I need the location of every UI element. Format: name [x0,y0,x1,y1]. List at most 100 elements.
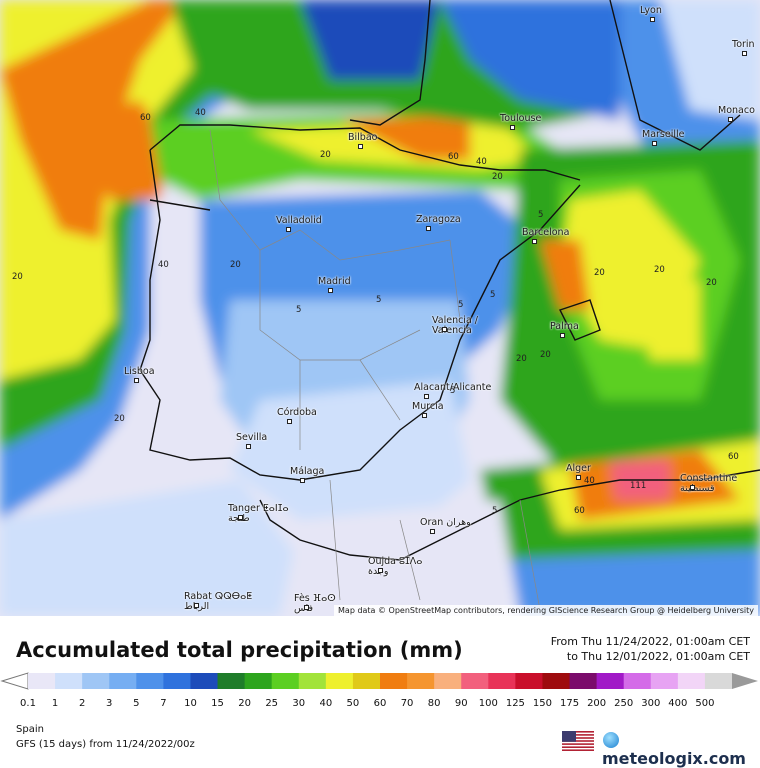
contour-label: 20 [654,265,665,275]
contour-label: 60 [448,152,459,162]
province-borders [209,129,541,611]
us-flag-icon[interactable] [562,731,594,751]
city-marker [426,226,431,231]
city-marker [300,478,305,483]
legend-swatch [434,673,462,689]
legend-tick-label: 50 [346,698,360,709]
contour-label: 40 [476,157,487,167]
legend-swatch [380,673,408,689]
legend-tick-label: 175 [559,698,580,709]
legend-swatch [136,673,164,689]
precipitation-map[interactable]: Lyon Torin Monaco Marseille Toulouse Bilbao Va… [0,0,760,616]
contour-label: 20 [540,350,551,360]
legend-min-arrow [0,672,29,690]
city-label: Alger [566,463,591,474]
contour-label: 20 [230,260,241,270]
city-marker [238,515,243,520]
contour-label: 5 [492,506,498,516]
city-label: Madrid [318,276,351,287]
city-marker [650,17,655,22]
legend-tick-label: 7 [160,698,167,709]
contour-label: 5 [450,386,456,396]
contour-label: 5 [538,210,544,220]
legend-tick-label: 20 [238,698,251,709]
city-label: Córdoba [277,407,317,418]
city-label: Sevilla [236,432,268,443]
legend-tick-label: 60 [373,698,387,709]
legend-swatch [569,673,598,689]
legend-swatch [28,673,56,689]
city-marker [328,288,333,293]
city-label: Constantine قسنطينة [680,473,738,494]
legend-swatch [109,673,137,689]
legend-swatch [163,673,191,689]
region-label: Spain [16,724,44,735]
legend-tick-label: 2 [78,698,86,709]
city-marker [576,475,581,480]
legend-swatch [55,673,83,689]
city-label: Zaragoza [416,214,461,225]
city-marker [134,378,139,383]
legend-tick-label: 150 [532,698,552,709]
city-marker [442,327,447,332]
city-label: Oujda ⵓⵊⴷⴰ وجدة [368,556,423,577]
city-label: Fès ⴼⴰⵙ فاس [294,593,336,614]
city-label: Tanger ⵟⴰⵏⵊⴰ طنجة [228,503,289,524]
contour-label: 60 [140,113,151,123]
legend-tick-label: 200 [587,698,607,709]
contour-label: 5 [458,300,464,310]
legend-tick-label: 100 [478,698,498,709]
legend-swatch [244,673,273,689]
city-marker [532,239,537,244]
legend-tick-label: 250 [614,698,634,709]
legend-tick-label: 400 [668,698,688,709]
legend-swatch [542,673,571,689]
city-label: Oran وهران [420,517,471,528]
legend-tick-label: 1 [51,698,59,709]
contour-label: 111 [630,481,647,491]
legend-colorbar [0,672,758,690]
city-marker [422,413,427,418]
legend-tick-label: 70 [400,698,414,709]
city-marker [690,485,695,490]
precip-field [0,0,760,616]
legend-swatch [190,673,219,689]
city-label: Toulouse [500,113,542,124]
city-label: Monaco [718,105,755,116]
city-marker [286,227,291,232]
city-marker [510,125,515,130]
legend-max-arrow [732,673,758,689]
map-attribution[interactable]: Map data © OpenStreetMap contributors, r… [334,605,758,616]
brand-name[interactable]: meteologix.com [602,730,760,768]
contour-label: 20 [320,150,331,160]
contour-label: 5 [296,305,302,315]
contour-label: 60 [574,506,585,516]
legend-tick-label: 10 [184,698,197,709]
city-marker [652,141,657,146]
city-marker [246,444,251,449]
map-canvas [0,0,760,616]
city-label: Palma [550,321,579,332]
city-label: Valladolid [276,215,322,226]
contour-label: 5 [376,295,382,305]
city-marker [194,603,199,608]
legend-tick-label: 0.1 [20,698,36,709]
legend-swatch [623,673,652,689]
model-run-label: GFS (15 days) from 11/24/2022/00z [16,739,195,750]
legend-swatch [650,673,679,689]
city-label: Lisboa [124,366,155,377]
city-label: Marseille [642,129,685,140]
legend-swatch [596,673,625,689]
legend-tick-label: 80 [427,698,441,709]
period-to: to Thu 12/01/2022, 01:00am CET [566,650,750,663]
legend-tick-label: 40 [319,698,333,709]
city-label: Torin [732,39,755,50]
contour-label: 20 [114,414,125,424]
contour-label: 5 [490,290,496,300]
legend-tick-label: 25 [265,698,279,709]
city-label: Lyon [640,5,662,16]
meteologix-logo-icon [603,732,619,748]
legend-ticks: 0.1 1 2 3 5 7 10 15 20 25 30 40 50 60 70 80 90 100 125 150 1… [0,698,760,712]
legend-swatch [298,673,327,689]
legend-swatch [82,673,110,689]
